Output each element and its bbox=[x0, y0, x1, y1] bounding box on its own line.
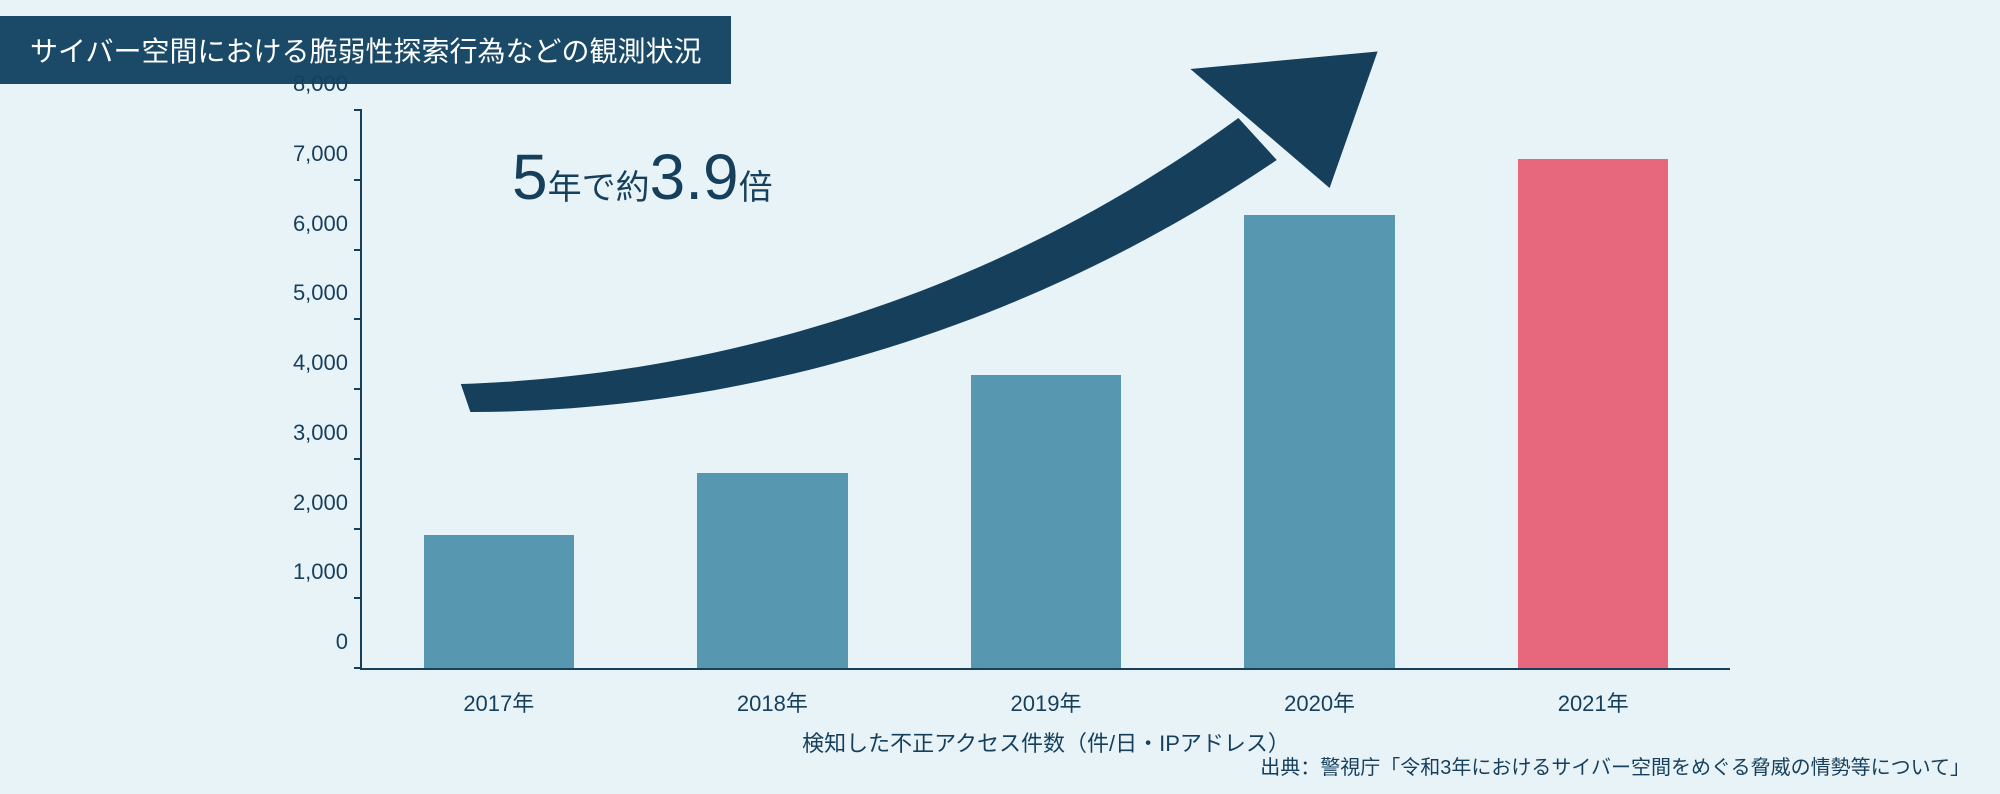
y-tick-label: 0 bbox=[336, 629, 362, 655]
callout-number-5: 5 bbox=[512, 141, 548, 213]
callout-text-suffix: 倍 bbox=[739, 169, 773, 207]
y-tick-mark bbox=[354, 667, 362, 669]
bar bbox=[971, 375, 1121, 668]
y-tick-mark bbox=[354, 458, 362, 460]
plot-area: 検知した不正アクセス件数（件/日・IPアドレス） 5年で約3.9倍 01,000… bbox=[360, 110, 1730, 670]
chart-title-text: サイバー空間における脆弱性探索行為などの観測状況 bbox=[30, 36, 701, 67]
x-tick-label: 2017年 bbox=[463, 668, 534, 718]
y-tick-mark bbox=[354, 109, 362, 111]
bar bbox=[697, 473, 847, 668]
y-tick-mark bbox=[354, 597, 362, 599]
y-tick-label: 8,000 bbox=[293, 71, 362, 97]
y-tick-label: 6,000 bbox=[293, 211, 362, 237]
y-tick-mark bbox=[354, 179, 362, 181]
bar bbox=[1244, 215, 1394, 668]
y-tick-label: 3,000 bbox=[293, 420, 362, 446]
growth-callout: 5年で約3.9倍 bbox=[512, 140, 773, 214]
y-tick-label: 5,000 bbox=[293, 280, 362, 306]
bar bbox=[1518, 159, 1668, 668]
y-tick-label: 4,000 bbox=[293, 350, 362, 376]
y-tick-label: 1,000 bbox=[293, 559, 362, 585]
callout-text-mid: 年で約 bbox=[548, 169, 650, 207]
y-tick-label: 7,000 bbox=[293, 141, 362, 167]
bar bbox=[424, 535, 574, 668]
y-tick-mark bbox=[354, 528, 362, 530]
chart-title: サイバー空間における脆弱性探索行為などの観測状況 bbox=[0, 16, 731, 84]
callout-number-3-9: 3.9 bbox=[650, 141, 739, 213]
bar-chart: 検知した不正アクセス件数（件/日・IPアドレス） 5年で約3.9倍 01,000… bbox=[290, 110, 1730, 670]
x-tick-label: 2018年 bbox=[737, 668, 808, 718]
y-tick-mark bbox=[354, 388, 362, 390]
y-tick-mark bbox=[354, 249, 362, 251]
x-tick-label: 2020年 bbox=[1284, 668, 1355, 718]
x-tick-label: 2021年 bbox=[1558, 668, 1629, 718]
y-tick-label: 2,000 bbox=[293, 490, 362, 516]
source-attribution: 出典：警視庁「令和3年におけるサイバー空間をめぐる脅威の情勢等について」 bbox=[1260, 751, 1970, 780]
x-tick-label: 2019年 bbox=[1011, 668, 1082, 718]
y-tick-mark bbox=[354, 318, 362, 320]
